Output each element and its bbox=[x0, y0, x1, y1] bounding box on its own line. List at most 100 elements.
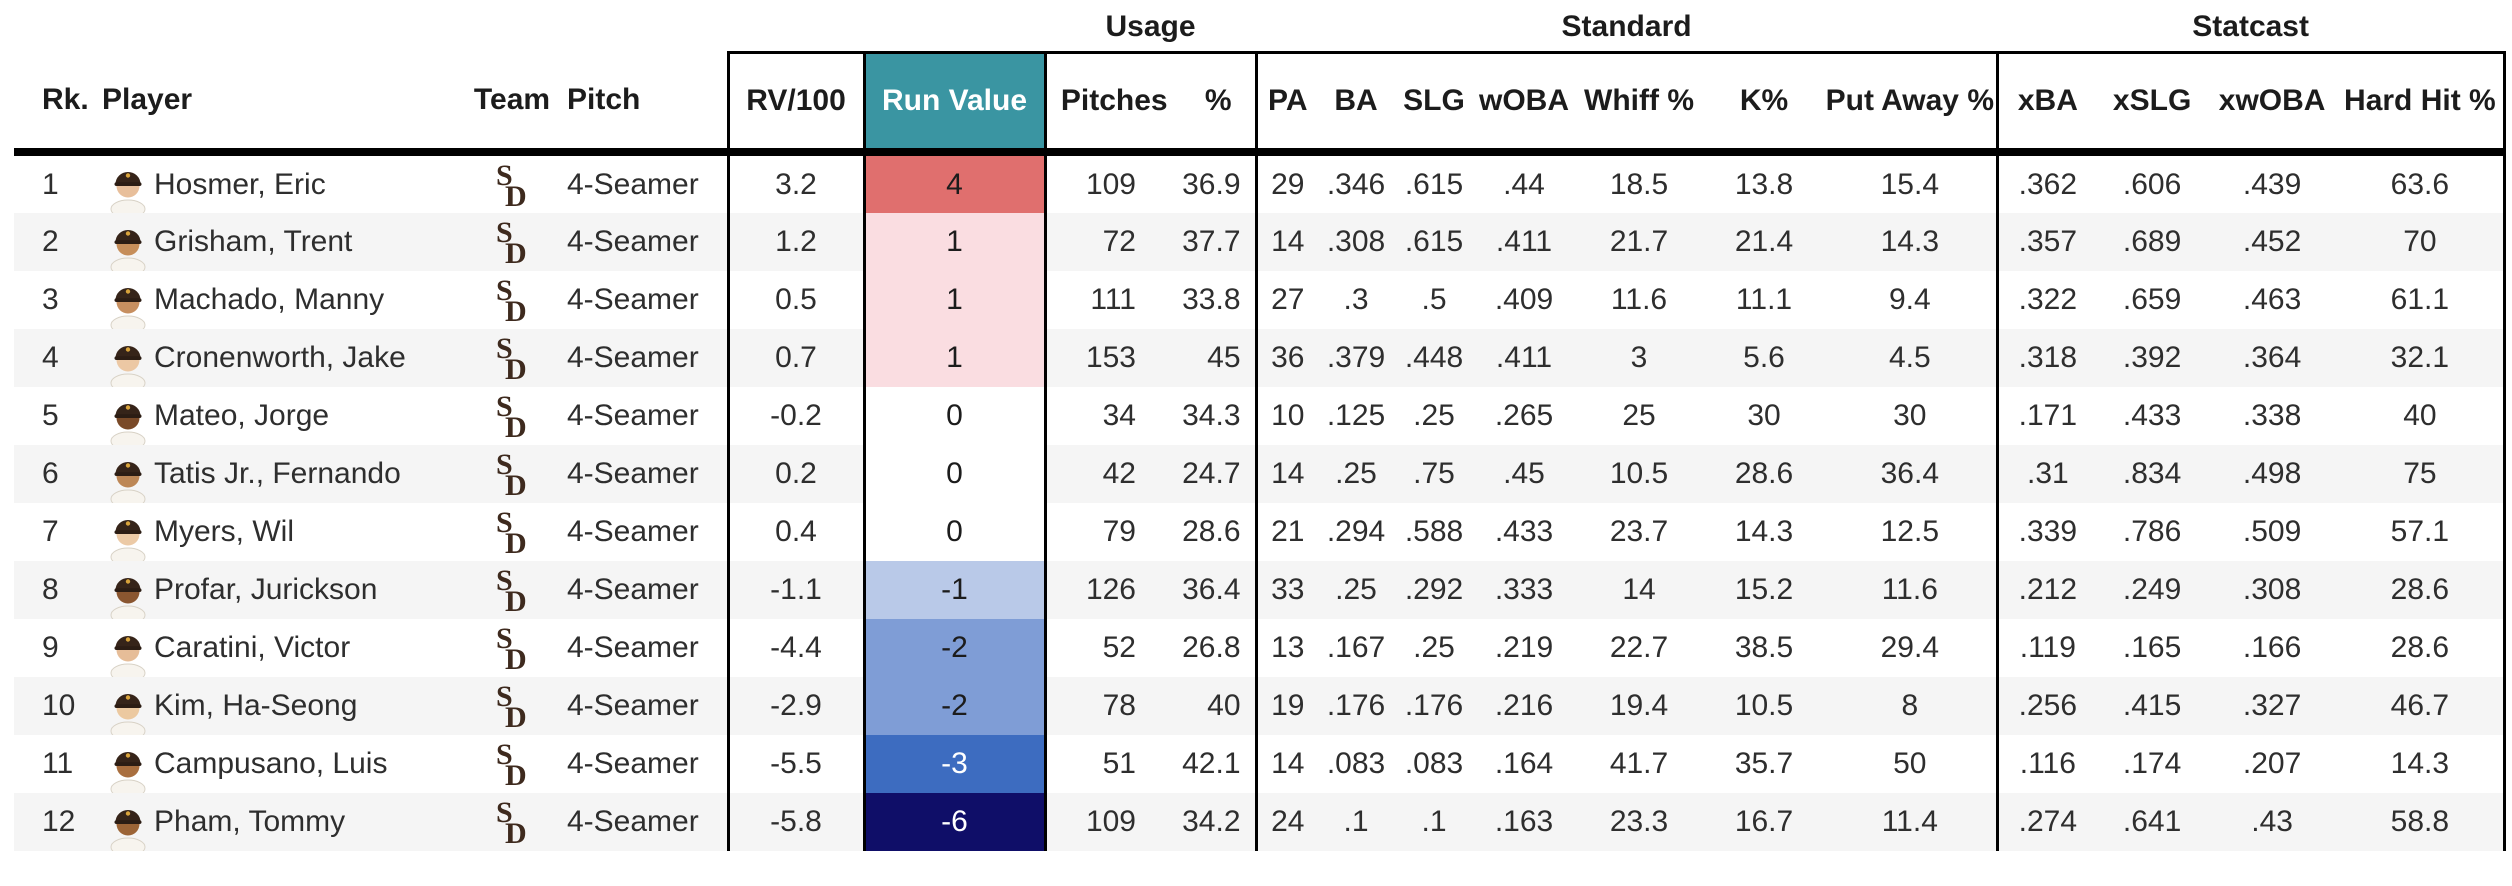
column-header-pitches[interactable]: Pitches bbox=[1043, 50, 1182, 156]
player-name-cell[interactable]: Pham, Tommy bbox=[154, 805, 346, 838]
column-header-woba[interactable]: wOBA bbox=[1474, 50, 1575, 156]
pitches-cell: 109 bbox=[1043, 793, 1182, 851]
column-header-xwoba[interactable]: xwOBA bbox=[2207, 50, 2338, 156]
player-name-cell[interactable]: Machado, Manny bbox=[154, 283, 385, 316]
column-header-rv100[interactable]: RV/100 bbox=[726, 50, 864, 156]
woba-cell: .164 bbox=[1494, 747, 1554, 780]
woba-cell: .265 bbox=[1494, 399, 1554, 432]
slg-cell: .1 bbox=[1421, 805, 1447, 838]
column-header-xslg[interactable]: xSLG bbox=[2097, 50, 2208, 156]
xwoba-cell: .463 bbox=[2242, 283, 2302, 316]
player-name-cell[interactable]: Kim, Ha-Seong bbox=[154, 689, 358, 722]
table-row: 9 Caratini, Victor S D 4-Seamer -4.4 -2 … bbox=[14, 619, 2506, 677]
player-avatar bbox=[110, 287, 146, 329]
ba-cell: .25 bbox=[1335, 457, 1377, 490]
player-avatar-cell bbox=[102, 793, 154, 851]
player-name-cell[interactable]: Tatis Jr., Fernando bbox=[154, 457, 401, 490]
put-away-cell: 11.4 bbox=[1881, 805, 1938, 838]
player-name-cell[interactable]: Campusano, Luis bbox=[154, 747, 388, 780]
column-header-hard-hit[interactable]: Hard Hit % bbox=[2337, 50, 2506, 156]
svg-text:D: D bbox=[505, 237, 527, 268]
run-value-cell: -1 bbox=[862, 561, 1045, 619]
usage-pct-cell: 24.7 bbox=[1182, 457, 1241, 490]
team-cell: S D bbox=[457, 735, 567, 793]
woba-cell: .44 bbox=[1503, 167, 1545, 201]
pa-cell: 21 bbox=[1254, 503, 1319, 561]
svg-text:S: S bbox=[496, 622, 513, 655]
avatar-cap-brim bbox=[114, 471, 142, 476]
rv100-cell: 0.7 bbox=[726, 329, 864, 387]
player-avatar bbox=[110, 403, 146, 445]
table-row: 12 Pham, Tommy S D 4-Seamer -5.8 -6 109 … bbox=[14, 793, 2506, 851]
pitches-cell: 78 bbox=[1043, 677, 1182, 735]
whiff-cell: 18.5 bbox=[1609, 167, 1669, 201]
column-header-slg[interactable]: SLG bbox=[1394, 50, 1475, 156]
player-name-cell[interactable]: Profar, Jurickson bbox=[154, 573, 378, 606]
ba-cell: .379 bbox=[1326, 341, 1386, 374]
rv100-cell: 0.5 bbox=[726, 271, 864, 329]
team-cell: S D bbox=[457, 387, 567, 445]
whiff-cell: 21.7 bbox=[1609, 225, 1669, 258]
svg-text:S: S bbox=[496, 680, 513, 713]
slg-cell: .588 bbox=[1404, 515, 1464, 548]
player-name-cell[interactable]: Myers, Wil bbox=[154, 515, 294, 548]
avatar-cap bbox=[115, 345, 141, 358]
k-cell: 21.4 bbox=[1734, 225, 1794, 258]
column-header-xba[interactable]: xBA bbox=[1995, 50, 2098, 156]
player-avatar-cell bbox=[102, 619, 154, 677]
avatar-cap-brim bbox=[114, 761, 142, 766]
avatar-cap-logo bbox=[125, 173, 131, 178]
k-cell: 16.7 bbox=[1734, 805, 1794, 838]
svg-text:S: S bbox=[496, 159, 513, 192]
avatar-jersey bbox=[110, 547, 146, 561]
team-cell: S D bbox=[457, 271, 567, 329]
player-name-cell[interactable]: Grisham, Trent bbox=[154, 225, 353, 258]
xba-cell: .256 bbox=[1995, 677, 2098, 735]
column-header-pitch[interactable]: Pitch bbox=[567, 52, 728, 156]
xwoba-cell: .327 bbox=[2242, 689, 2302, 722]
player-name-cell[interactable]: Cronenworth, Jake bbox=[154, 341, 406, 374]
column-header-player[interactable]: Player bbox=[102, 52, 457, 156]
svg-text:S: S bbox=[496, 564, 513, 597]
run-value-cell: 0 bbox=[862, 503, 1045, 561]
player-avatar-cell bbox=[102, 677, 154, 735]
column-header-usage-pct[interactable]: % bbox=[1182, 50, 1257, 156]
player-avatar-cell bbox=[102, 503, 154, 561]
column-header-pa[interactable]: PA bbox=[1254, 50, 1319, 156]
column-header-put-away[interactable]: Put Away % bbox=[1824, 50, 1998, 156]
hard-hit-cell: 63.6 bbox=[2337, 152, 2506, 213]
rk-cell: 8 bbox=[42, 573, 59, 606]
k-cell: 14.3 bbox=[1734, 515, 1794, 548]
table-header: Usage Standard Statcast Rk. Player Team … bbox=[14, 6, 2506, 156]
player-name-cell[interactable]: Hosmer, Eric bbox=[154, 167, 326, 201]
player-name-cell[interactable]: Mateo, Jorge bbox=[154, 399, 330, 432]
table-row: 8 Profar, Jurickson S D 4-Seamer -1.1 -1… bbox=[14, 561, 2506, 619]
rk-cell: 2 bbox=[42, 225, 59, 258]
player-avatar bbox=[110, 345, 146, 387]
avatar-cap bbox=[115, 403, 141, 416]
pa-cell: 33 bbox=[1254, 561, 1319, 619]
woba-cell: .409 bbox=[1494, 283, 1554, 316]
xba-cell: .339 bbox=[1995, 503, 2098, 561]
xba-cell: .116 bbox=[1995, 735, 2098, 793]
column-header-run-value[interactable]: Run Value bbox=[862, 50, 1045, 156]
column-header-k[interactable]: K% bbox=[1704, 50, 1825, 156]
avatar-cap-logo bbox=[125, 346, 131, 352]
usage-pct-cell: 34.3 bbox=[1182, 399, 1241, 432]
put-away-cell: 8 bbox=[1901, 689, 1919, 722]
avatar-jersey bbox=[110, 663, 146, 677]
column-header-ba[interactable]: BA bbox=[1318, 50, 1395, 156]
column-header-whiff[interactable]: Whiff % bbox=[1574, 50, 1705, 156]
put-away-cell: 29.4 bbox=[1880, 631, 1939, 664]
hard-hit-cell: 28.6 bbox=[2337, 619, 2506, 677]
avatar-cap-brim bbox=[114, 645, 142, 650]
team-cell: S D bbox=[457, 561, 567, 619]
svg-text:S: S bbox=[496, 738, 513, 771]
team-cell: S D bbox=[457, 213, 567, 271]
whiff-cell: 3 bbox=[1630, 341, 1648, 374]
rv100-cell: -2.9 bbox=[726, 677, 864, 735]
column-header-team[interactable]: Team bbox=[457, 52, 567, 156]
avatar-cap-logo bbox=[125, 578, 131, 584]
player-name-cell[interactable]: Caratini, Victor bbox=[154, 631, 351, 664]
rv100-cell: -1.1 bbox=[726, 561, 864, 619]
